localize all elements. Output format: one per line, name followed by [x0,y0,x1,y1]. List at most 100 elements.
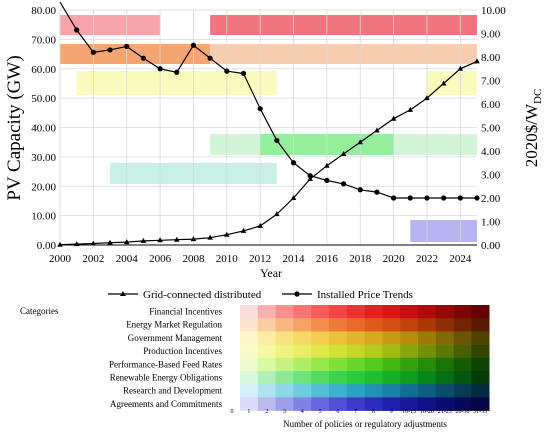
legend-cell [346,305,365,319]
legend-category: Performance-Based Feed Rates [109,359,222,369]
legend-cell [471,331,490,345]
legend-cell [471,344,490,359]
legend-cell [293,384,312,398]
legend-cell [400,384,419,398]
legend-cell [435,344,454,359]
legend-cell [382,331,401,345]
legend-cell [418,397,437,411]
legend-cell [293,331,312,345]
legend-cell [471,384,490,398]
x-tick-label: 2018 [349,253,372,265]
capacity-point [407,106,414,112]
legend-cell [240,371,259,385]
legend-cell [257,371,276,385]
legend-cell [418,371,437,385]
capacity-point [207,234,213,240]
y-right-tick-label: 6.00 [481,99,501,111]
legend-scale-label: 1 [247,409,250,415]
x-tick-label: 2004 [116,253,139,265]
y-left-tick-label: 50.00 [31,93,56,105]
legend-cell [275,397,294,411]
svg-text:2020$/WDC: 2020$/WDC [522,89,544,168]
legend-cell [400,357,419,372]
legend-cell [311,371,330,385]
price-point [307,173,313,179]
legend-cell [311,397,330,411]
capacity-point [90,240,97,246]
legend-category: Renewable Energy Obligations [110,373,223,383]
legend-cell [240,344,259,359]
legend-cell [382,305,401,319]
legend-cell [240,331,259,345]
price-point [174,69,180,75]
price-point [407,195,413,201]
legend-cell [257,331,276,345]
capacity-point [140,237,147,243]
capacity-point [290,195,297,200]
legend-cell [453,384,472,398]
capacity-point [240,227,247,233]
capacity-point [440,80,447,86]
legend-scale-label: 5 [319,409,322,415]
price-point [207,55,213,61]
legend-scale-label: 9 [390,409,393,415]
legend-cell [382,318,401,332]
x-tick-label: 2022 [416,253,438,265]
capacity-point [224,231,230,237]
y-right-tick-label: 2.00 [481,193,501,205]
y-left-tick-label: 30.00 [31,152,56,164]
legend-cell [471,397,490,411]
price-point [274,137,280,144]
x-tick-label: 2006 [149,253,172,265]
legend-cell [382,397,401,411]
legend-scale-label: 26-30 [456,409,470,415]
legend-cell [453,305,472,319]
series-line [59,60,478,246]
price-point [290,160,297,166]
price-point [90,49,96,55]
legend-scale-title: Number of policies or regulatory adjustm… [283,419,447,429]
capacity-point [357,139,364,145]
price-point [457,195,463,201]
legend-cell [329,384,348,398]
y-axis-label-right-main: 2020$/W [522,103,541,167]
legend-scale-label: 31-35 [473,409,487,415]
legend-cell [364,371,383,385]
legend-cell [240,397,259,411]
legend-cell [418,305,437,319]
legend-cell [346,331,365,345]
y-left-tick-label: 80.00 [31,5,56,17]
legend-cell [293,397,312,411]
capacity-point [123,239,130,245]
legend-cell [275,357,294,372]
legend-cell [435,371,454,385]
gridlines [59,9,477,246]
price-point [441,195,447,201]
legend-cell [311,384,330,398]
capacity-point [307,175,313,181]
legend-cell [453,344,472,359]
price-point [224,68,230,74]
y-right-tick-label: 0.00 [481,240,501,252]
legend-cell [400,397,419,411]
legend-category: Financial Incentives [149,307,222,317]
legend-category: Government Management [128,333,223,343]
capacity-point [173,236,180,242]
legend-cell [382,344,401,359]
legend-cell [418,318,437,332]
legend-cell [364,305,383,319]
axes: 2000 2002 2004 2006 2008 2010 2012 2014 2016 2018… [31,5,506,265]
legend-triangle-marker [120,291,126,296]
legend-cell [293,371,312,385]
legend-cell [435,318,454,332]
legend-cell [471,318,490,332]
legend-cell [382,384,401,398]
legend-cell [311,344,330,359]
legend-cell [364,344,383,359]
policy-band [60,15,161,35]
legend-category: Production Incentives [143,346,222,356]
legend-cell [471,371,490,385]
legend-cell [275,344,294,359]
legend-cell [275,331,294,345]
